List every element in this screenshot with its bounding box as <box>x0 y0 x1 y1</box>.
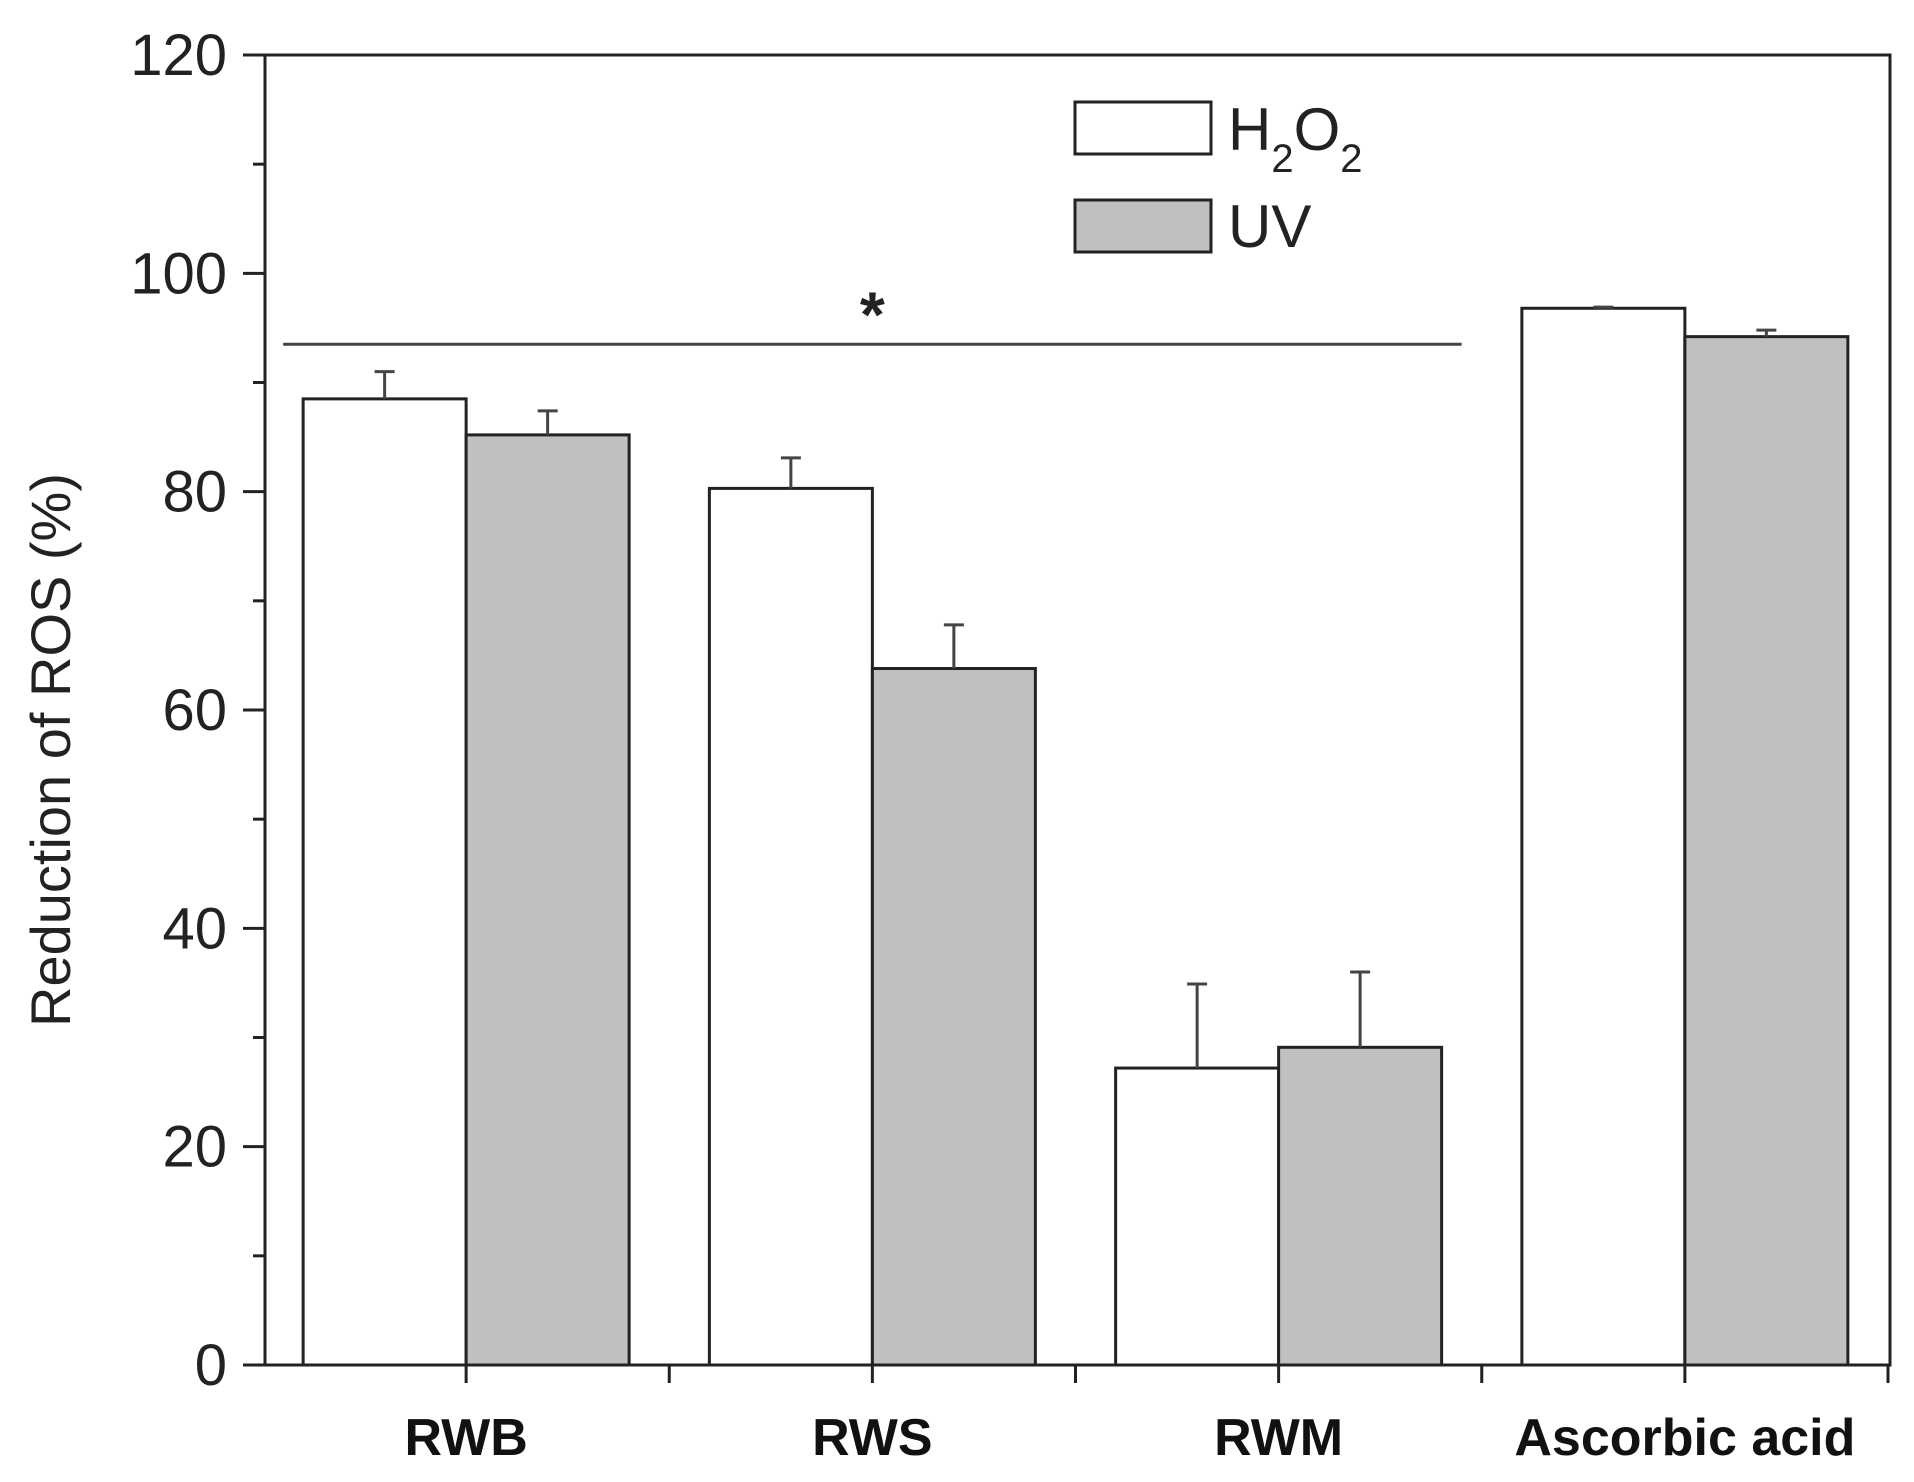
bar-h2o2-rwb <box>301 397 468 1367</box>
legend-label-uv: UV <box>1228 193 1311 260</box>
bar-uv-rwm <box>1277 1045 1444 1367</box>
y-axis-title: Reduction of ROS (%) <box>19 473 82 1027</box>
labels-layer: 0 20 40 60 80 100 120 RWB RWS RWM Ascorbic acid <box>130 23 1855 1467</box>
bar-h2o2-ascorbic-acid <box>1520 306 1687 1367</box>
y-tick-label: 0 <box>195 1333 227 1398</box>
legend-label-h2o2: H2O2 <box>1228 96 1363 181</box>
bar-h2o2-rws <box>707 486 874 1367</box>
bar-uv-rws <box>870 667 1037 1367</box>
axis-layer <box>243 53 1892 1383</box>
bar-uv-ascorbic-acid <box>1683 335 1850 1367</box>
x-category-label: RWS <box>812 1409 932 1467</box>
bar-h2o2-rwm <box>1114 1066 1281 1367</box>
y-tick-label: 100 <box>130 241 227 306</box>
bars-layer <box>301 305 1850 1367</box>
significance-asterisk: * <box>860 278 885 350</box>
y-tick-label: 60 <box>162 678 227 743</box>
x-category-label: RWB <box>405 1409 528 1467</box>
significance-annotation: * <box>283 278 1462 350</box>
bar-uv-rwb <box>464 433 631 1367</box>
y-tick-label: 40 <box>162 896 227 961</box>
y-tick-label: 20 <box>162 1115 227 1180</box>
legend-swatch-h2o2 <box>1073 100 1213 156</box>
x-category-label: Ascorbic acid <box>1514 1409 1855 1467</box>
legend-swatch-uv <box>1073 198 1213 254</box>
y-tick-label: 80 <box>162 460 227 525</box>
legend: H2O2 UV <box>1073 96 1363 260</box>
y-tick-label: 120 <box>130 23 227 88</box>
x-category-label: RWM <box>1214 1409 1343 1467</box>
